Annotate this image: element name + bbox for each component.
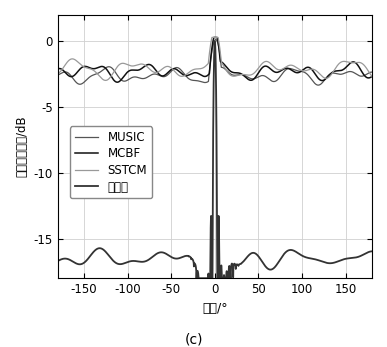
MUSIC: [370, 70, 374, 74]
Line: SSTCM: SSTCM: [58, 37, 372, 81]
MUSIC: [285, 67, 290, 71]
本发明: [55, 259, 60, 263]
SSTCM: [103, 78, 108, 83]
Legend: MUSIC, MCBF, SSTCM, 本发明: MUSIC, MCBF, SSTCM, 本发明: [70, 126, 152, 198]
本发明: [212, 39, 217, 43]
MUSIC: [353, 71, 357, 75]
本发明: [294, 250, 299, 254]
Line: MUSIC: MUSIC: [58, 40, 372, 85]
MUSIC: [316, 83, 320, 87]
SSTCM: [210, 35, 214, 40]
Line: MCBF: MCBF: [58, 37, 372, 82]
SSTCM: [353, 60, 357, 65]
X-axis label: 方位/°: 方位/°: [202, 302, 228, 315]
MCBF: [294, 70, 299, 75]
MCBF: [204, 74, 209, 78]
MCBF: [162, 73, 167, 77]
MCBF: [356, 65, 361, 69]
SSTCM: [356, 60, 361, 65]
本发明: [204, 276, 209, 280]
MUSIC: [204, 80, 209, 84]
SSTCM: [285, 64, 290, 68]
本发明: [353, 255, 357, 260]
Text: (c): (c): [184, 332, 203, 347]
本发明: [162, 251, 167, 255]
MUSIC: [294, 68, 299, 73]
MUSIC: [214, 37, 218, 42]
Y-axis label: 归一化空间谱/dB: 归一化空间谱/dB: [15, 116, 28, 177]
本发明: [285, 249, 290, 253]
本发明: [370, 249, 374, 253]
MUSIC: [55, 73, 60, 77]
SSTCM: [162, 65, 167, 69]
MUSIC: [162, 75, 167, 79]
本发明: [194, 276, 199, 280]
MCBF: [55, 67, 60, 71]
MCBF: [212, 35, 216, 40]
本发明: [356, 255, 361, 259]
MCBF: [370, 74, 374, 78]
MCBF: [285, 66, 290, 70]
SSTCM: [294, 66, 299, 70]
MUSIC: [356, 74, 361, 78]
MCBF: [353, 60, 357, 65]
Line: 本发明: 本发明: [58, 41, 372, 278]
MCBF: [115, 80, 120, 84]
SSTCM: [204, 63, 209, 67]
SSTCM: [55, 71, 60, 76]
SSTCM: [370, 74, 374, 78]
